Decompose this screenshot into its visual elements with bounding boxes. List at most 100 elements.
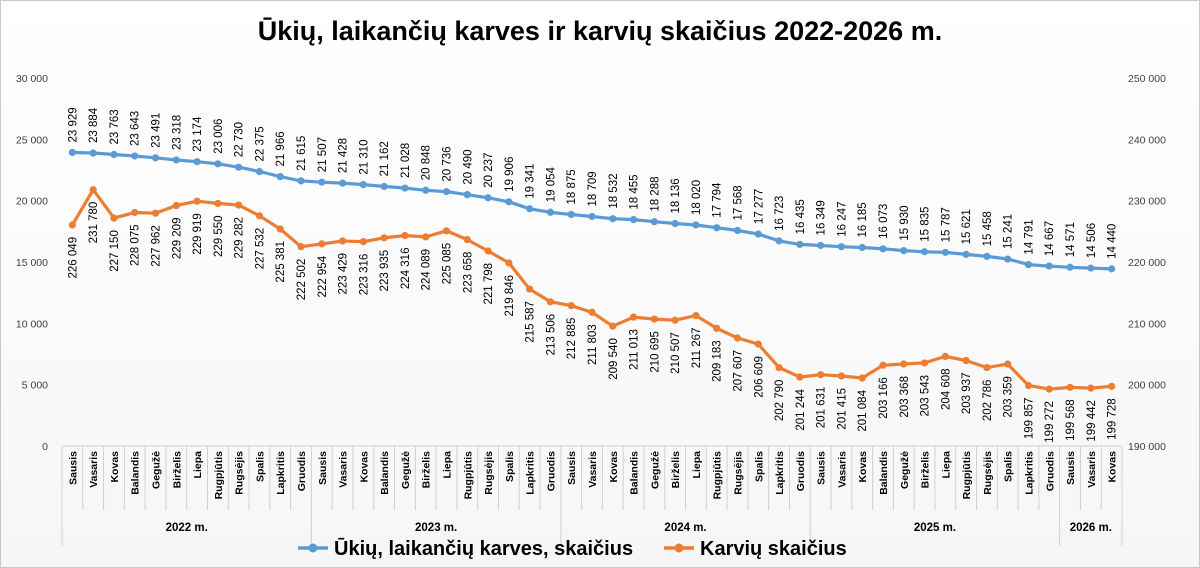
month-label: Rugpjūtis: [213, 451, 225, 500]
data-label: 21 966: [275, 131, 287, 166]
data-label: 21 428: [338, 138, 350, 173]
data-point: [775, 363, 783, 372]
data-label: 229 919: [192, 213, 204, 255]
data-point: [276, 225, 284, 233]
data-label: 201 244: [795, 388, 807, 430]
data-label: 211 013: [629, 329, 641, 370]
data-label: 199 568: [1065, 399, 1077, 441]
data-label: 227 150: [109, 230, 121, 272]
data-point: [463, 235, 471, 244]
data-label: 207 607: [732, 350, 744, 392]
legend-label: Ūkių, laikančių karves, skaičius: [334, 538, 633, 560]
data-label: 20 736: [442, 146, 454, 181]
data-label: 21 507: [317, 137, 329, 172]
data-label: 21 310: [358, 139, 370, 174]
data-point: [879, 361, 887, 369]
chart-title: Ūkių, laikančių karves ir karvių skaičiu…: [258, 16, 942, 46]
month-label: Gegužė: [151, 451, 163, 489]
data-point: [68, 148, 76, 157]
legend-marker: [674, 543, 684, 553]
axes: 0 5 000 10 000 15 000 20 000 25 000 30 000 190 …: [16, 73, 1166, 546]
data-point: [546, 298, 555, 306]
data-point: [255, 212, 264, 220]
data-point: [609, 322, 617, 330]
data-label: 213 506: [545, 314, 557, 356]
y-left-tick-label: 10 000: [16, 318, 48, 330]
data-point: [567, 210, 575, 219]
y-right-tick-label: 250 000: [1128, 73, 1166, 85]
data-label: 229 209: [171, 218, 183, 260]
data-label: 210 507: [670, 332, 682, 374]
data-label: 199 728: [1107, 398, 1119, 440]
data-point: [526, 205, 534, 213]
data-point: [1108, 265, 1116, 273]
month-label: Liepa: [192, 451, 204, 479]
data-point: [733, 226, 742, 235]
data-point: [193, 158, 201, 166]
data-point: [817, 371, 825, 379]
data-label: 226 049: [67, 237, 79, 279]
data-label: 18 532: [608, 173, 620, 208]
month-label: Lapkritis: [774, 451, 786, 495]
data-label: 204 608: [940, 368, 952, 410]
month-label: Sausis: [1065, 451, 1077, 485]
month-label: Balandis: [629, 451, 641, 495]
legend-marker: [308, 543, 318, 553]
data-point: [151, 154, 160, 162]
month-label: Gruodis: [545, 451, 557, 491]
data-point: [920, 248, 929, 256]
data-point: [1004, 255, 1012, 263]
month-label: Rugsėjis: [732, 451, 744, 495]
data-point: [484, 194, 492, 202]
data-label: 18 875: [566, 169, 578, 204]
month-label: Balandis: [379, 451, 391, 495]
month-label: Gegužė: [899, 451, 911, 489]
data-label: 202 786: [982, 380, 994, 422]
data-label: 21 162: [379, 141, 391, 176]
data-label: 14 440: [1107, 224, 1119, 259]
data-label: 203 937: [961, 373, 973, 415]
month-label: Balandis: [878, 451, 890, 495]
data-point: [858, 243, 866, 252]
series-points: [68, 148, 1116, 393]
data-label: 223 316: [358, 254, 370, 296]
data-label: 21 028: [400, 143, 412, 178]
data-label: 15 787: [940, 207, 952, 242]
data-label: 19 341: [525, 164, 537, 199]
data-label: 222 502: [296, 259, 308, 301]
month-label: Gegužė: [400, 451, 412, 489]
data-label: 223 429: [338, 253, 350, 295]
data-label: 16 723: [774, 196, 786, 231]
year-label: 2024 m.: [664, 522, 706, 534]
series-line: [72, 150, 1112, 271]
month-label: Kovas: [109, 451, 121, 483]
month-label: Lapkritis: [275, 451, 287, 495]
month-label: Vasaris: [88, 451, 100, 488]
data-point: [754, 230, 762, 238]
month-label: Liepa: [442, 451, 454, 479]
data-point: [713, 224, 721, 232]
data-point: [463, 191, 471, 199]
data-point: [796, 373, 804, 381]
data-point: [900, 246, 908, 255]
data-point: [671, 316, 679, 324]
data-label: 223 935: [379, 250, 391, 292]
y-left-tick-label: 0: [42, 441, 48, 453]
data-point: [505, 198, 513, 206]
data-point: [484, 247, 492, 255]
data-label: 18 288: [649, 176, 661, 211]
data-point: [110, 214, 118, 222]
data-point: [1066, 263, 1074, 271]
y-right-tick-label: 220 000: [1128, 257, 1166, 269]
data-point: [1004, 360, 1012, 368]
data-label: 201 415: [836, 388, 848, 430]
data-point: [1066, 383, 1074, 391]
data-point: [733, 334, 742, 342]
data-label: 23 491: [151, 113, 163, 148]
y-left-tick-label: 20 000: [16, 196, 48, 208]
data-label: 14 506: [1086, 223, 1098, 258]
month-label: Lapkritis: [525, 451, 537, 495]
data-point: [588, 308, 596, 316]
data-point: [131, 152, 139, 160]
